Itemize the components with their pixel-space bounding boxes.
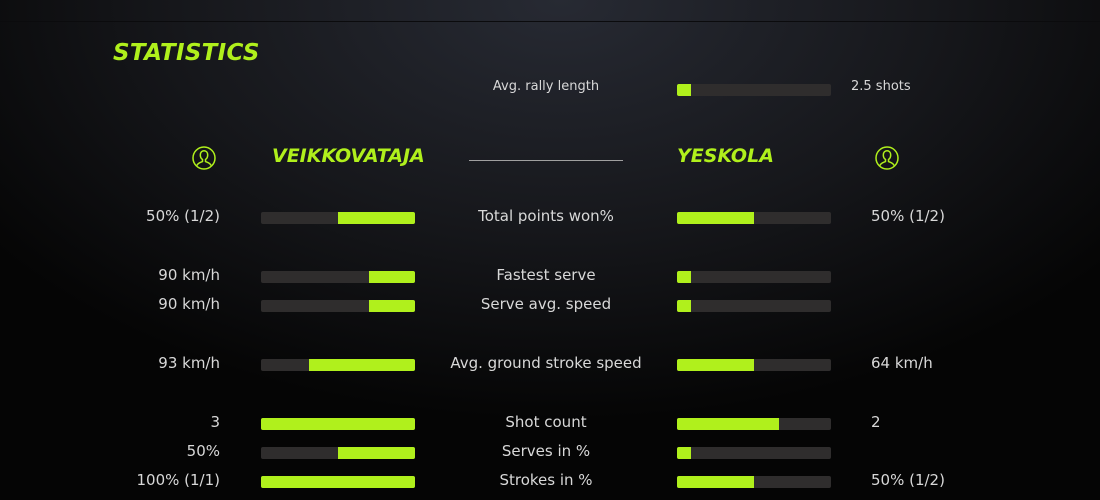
right-bar [677, 418, 831, 430]
left-bar [261, 476, 415, 488]
stat-row: 50% Serves in % [0, 442, 1100, 462]
left-bar-fill [338, 212, 415, 224]
page-title: STATISTICS [113, 40, 260, 66]
stat-row: 100% (1/1) Strokes in % 50% (1/2) [0, 471, 1100, 491]
stat-label: Serve avg. speed [480, 295, 612, 313]
right-bar [677, 359, 831, 371]
right-bar-fill [677, 476, 754, 488]
rally-bar [677, 84, 831, 96]
right-bar-fill [677, 418, 779, 430]
right-bar-fill [677, 447, 691, 459]
left-bar [261, 359, 415, 371]
right-value: 50% (1/2) [871, 471, 945, 489]
right-bar [677, 212, 831, 224]
left-bar-fill [368, 271, 415, 283]
header-divider [469, 160, 623, 161]
right-bar-fill [677, 300, 691, 312]
left-bar-fill [261, 418, 415, 430]
left-value: 93 km/h [158, 354, 220, 372]
left-value: 100% (1/1) [136, 471, 221, 489]
right-value: 64 km/h [871, 354, 933, 372]
stat-label: Fastest serve [496, 266, 596, 284]
right-bar [677, 447, 831, 459]
stat-row: 90 km/h Serve avg. speed [0, 295, 1100, 315]
stat-row: 3 Shot count 2 [0, 413, 1100, 433]
left-player-name: VEIKKOVATAJA [272, 145, 425, 167]
stat-row: 93 km/h Avg. ground stroke speed 64 km/h [0, 354, 1100, 374]
left-bar [261, 212, 415, 224]
stat-label: Shot count [505, 413, 587, 431]
right-player-name: YESKOLA [677, 145, 774, 167]
stat-label: Avg. ground stroke speed [450, 354, 642, 372]
top-divider [0, 21, 1100, 22]
left-bar [261, 447, 415, 459]
left-bar-fill [261, 476, 415, 488]
left-bar-fill [308, 359, 415, 371]
user-icon [875, 146, 899, 170]
rally-bar-fill [677, 84, 691, 96]
right-bar-fill [677, 271, 691, 283]
left-value: 50% (1/2) [146, 207, 220, 225]
left-value: 90 km/h [158, 295, 220, 313]
right-value: 50% (1/2) [871, 207, 945, 225]
left-value: 90 km/h [158, 266, 220, 284]
right-bar [677, 300, 831, 312]
right-bar [677, 271, 831, 283]
left-value: 3 [210, 413, 220, 431]
right-bar [677, 476, 831, 488]
stat-row: 50% (1/2) Total points won% 50% (1/2) [0, 207, 1100, 227]
left-value: 50% [186, 442, 220, 460]
stat-label: Serves in % [501, 442, 591, 460]
user-icon [192, 146, 216, 170]
left-bar [261, 418, 415, 430]
stat-row: 90 km/h Fastest serve [0, 266, 1100, 286]
stat-label: Total points won% [478, 207, 614, 225]
right-bar-fill [677, 359, 754, 371]
right-bar-fill [677, 212, 754, 224]
stat-label: Strokes in % [499, 471, 593, 489]
right-value: 2 [871, 413, 881, 431]
rally-row: Avg. rally length 2.5 shots [0, 79, 1100, 99]
left-bar-fill [338, 447, 415, 459]
left-bar [261, 300, 415, 312]
left-bar-fill [368, 300, 415, 312]
rally-label: Avg. rally length [492, 79, 600, 94]
rally-value: 2.5 shots [851, 79, 911, 94]
left-bar [261, 271, 415, 283]
